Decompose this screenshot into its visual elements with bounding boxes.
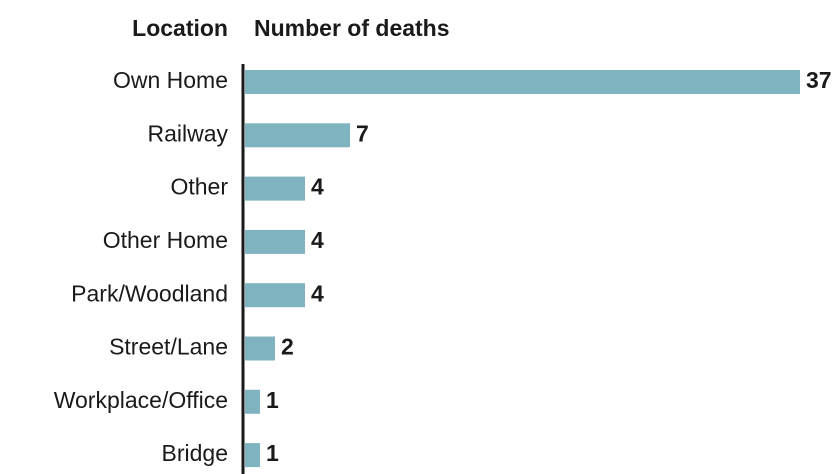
value-label: 1 bbox=[266, 440, 279, 466]
value-label: 37 bbox=[806, 67, 832, 93]
value-label: 2 bbox=[281, 334, 294, 360]
bar bbox=[245, 336, 275, 361]
category-label: Own Home bbox=[113, 67, 228, 93]
category-label: Park/Woodland bbox=[71, 280, 228, 306]
category-label: Street/Lane bbox=[109, 334, 228, 360]
value-label: 4 bbox=[311, 227, 324, 253]
category-label: Other bbox=[170, 174, 228, 200]
value-label: 1 bbox=[266, 387, 279, 413]
category-label: Railway bbox=[147, 120, 228, 146]
bar bbox=[245, 389, 260, 414]
bar bbox=[245, 176, 305, 201]
category-header: Location bbox=[132, 15, 228, 41]
category-label: Workplace/Office bbox=[54, 387, 228, 413]
value-label: 4 bbox=[311, 280, 324, 306]
value-label: 7 bbox=[356, 120, 369, 146]
value-label: 4 bbox=[311, 174, 324, 200]
value-header: Number of deaths bbox=[254, 15, 450, 41]
category-label: Bridge bbox=[162, 440, 228, 466]
category-label: Other Home bbox=[103, 227, 228, 253]
bar bbox=[245, 283, 305, 308]
bar bbox=[245, 443, 260, 468]
bar bbox=[245, 229, 305, 254]
bar bbox=[245, 70, 800, 94]
bar bbox=[245, 123, 350, 148]
